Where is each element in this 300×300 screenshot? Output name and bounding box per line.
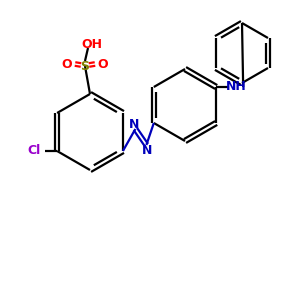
Text: NH: NH [226,80,247,94]
Text: O: O [98,58,108,70]
Text: N: N [129,118,140,130]
Text: S: S [80,59,89,73]
Text: Cl: Cl [28,145,41,158]
Text: OH: OH [82,38,103,50]
Text: O: O [62,58,72,70]
Text: N: N [142,143,153,157]
